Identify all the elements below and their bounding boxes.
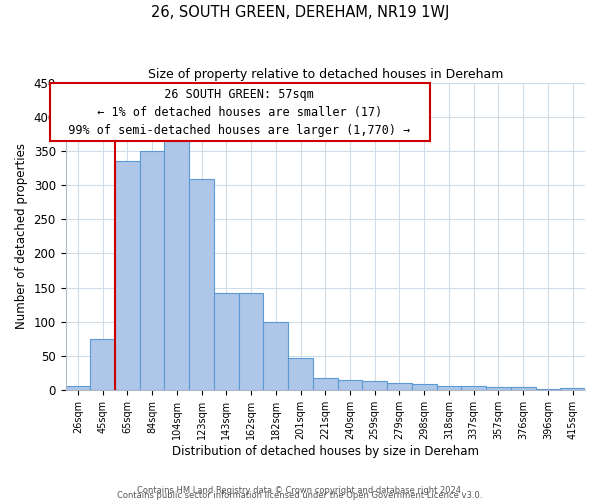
Bar <box>338 380 362 390</box>
Bar <box>313 378 338 390</box>
Bar <box>486 387 511 390</box>
Text: 26 SOUTH GREEN: 57sqm  
  ← 1% of detached houses are smaller (17)  
  99% of se: 26 SOUTH GREEN: 57sqm ← 1% of detached h… <box>55 88 425 136</box>
Bar <box>189 178 214 390</box>
Text: 26, SOUTH GREEN, DEREHAM, NR19 1WJ: 26, SOUTH GREEN, DEREHAM, NR19 1WJ <box>151 5 449 20</box>
Bar <box>214 293 239 390</box>
Title: Size of property relative to detached houses in Dereham: Size of property relative to detached ho… <box>148 68 503 80</box>
Bar <box>140 151 164 390</box>
Text: Contains HM Land Registry data © Crown copyright and database right 2024.: Contains HM Land Registry data © Crown c… <box>137 486 463 495</box>
Bar <box>437 386 461 390</box>
Bar <box>560 388 585 390</box>
Bar <box>263 322 288 390</box>
Bar <box>65 386 90 390</box>
Bar <box>387 383 412 390</box>
Bar <box>412 384 437 390</box>
Bar <box>362 381 387 390</box>
Text: Contains public sector information licensed under the Open Government Licence v3: Contains public sector information licen… <box>118 490 482 500</box>
Bar <box>461 386 486 390</box>
Y-axis label: Number of detached properties: Number of detached properties <box>15 144 28 330</box>
Bar <box>536 389 560 390</box>
Bar <box>239 293 263 390</box>
Bar <box>164 139 189 390</box>
Bar <box>115 162 140 390</box>
Bar <box>90 338 115 390</box>
X-axis label: Distribution of detached houses by size in Dereham: Distribution of detached houses by size … <box>172 444 479 458</box>
Bar <box>288 358 313 390</box>
Bar <box>511 387 536 390</box>
